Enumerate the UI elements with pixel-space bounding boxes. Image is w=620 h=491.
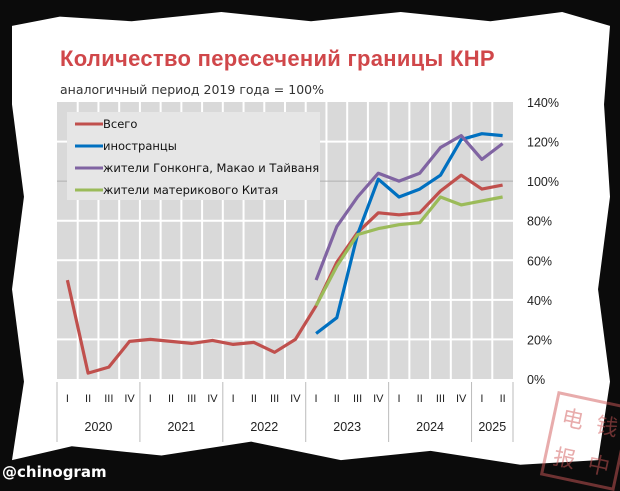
x-tick-quarter: IV — [373, 393, 384, 405]
x-tick-quarter: I — [232, 393, 235, 405]
legend-label: Всего — [103, 117, 137, 131]
y-tick-label: 40% — [527, 294, 552, 308]
x-tick-year: 2020 — [85, 420, 113, 434]
x-tick-quarter: II — [500, 393, 506, 405]
y-tick-label: 120% — [527, 136, 559, 150]
x-tick-quarter: I — [66, 393, 69, 405]
x-tick-quarter: I — [480, 393, 483, 405]
x-tick-quarter: I — [397, 393, 400, 405]
y-tick-label: 60% — [527, 254, 552, 268]
x-tick-quarter: II — [85, 393, 91, 405]
x-tick-quarter: III — [187, 393, 196, 405]
x-tick-year: 2023 — [333, 420, 361, 434]
x-tick-quarter: IV — [207, 393, 218, 405]
y-tick-label: 80% — [527, 215, 552, 229]
x-tick-quarter: II — [168, 393, 174, 405]
x-tick-quarter: III — [104, 393, 113, 405]
x-tick-quarter: IV — [290, 393, 301, 405]
x-tick-quarter: III — [270, 393, 279, 405]
legend-label: жители Гонконга, Макао и Тайваня — [103, 161, 319, 175]
legend-label: иностранцы — [103, 139, 177, 153]
x-tick-year: 2021 — [167, 420, 195, 434]
legend-label: жители материкового Китая — [103, 183, 278, 197]
x-tick-year: 2024 — [416, 420, 444, 434]
x-tick-quarter: IV — [124, 393, 135, 405]
author-handle: @chinogram — [2, 463, 107, 481]
x-tick-quarter: I — [149, 393, 152, 405]
x-tick-quarter: I — [315, 393, 318, 405]
x-tick-year: 2022 — [250, 420, 278, 434]
x-tick-quarter: IV — [456, 393, 467, 405]
x-tick-quarter: III — [353, 393, 362, 405]
x-tick-quarter: II — [251, 393, 257, 405]
x-tick-quarter: II — [334, 393, 340, 405]
x-tick-quarter: II — [417, 393, 423, 405]
x-tick-year: 2025 — [478, 420, 506, 434]
y-tick-label: 100% — [527, 175, 559, 189]
y-tick-label: 20% — [527, 333, 552, 347]
y-tick-label: 0% — [527, 373, 545, 387]
y-tick-label: 140% — [527, 96, 559, 110]
x-tick-quarter: III — [436, 393, 445, 405]
